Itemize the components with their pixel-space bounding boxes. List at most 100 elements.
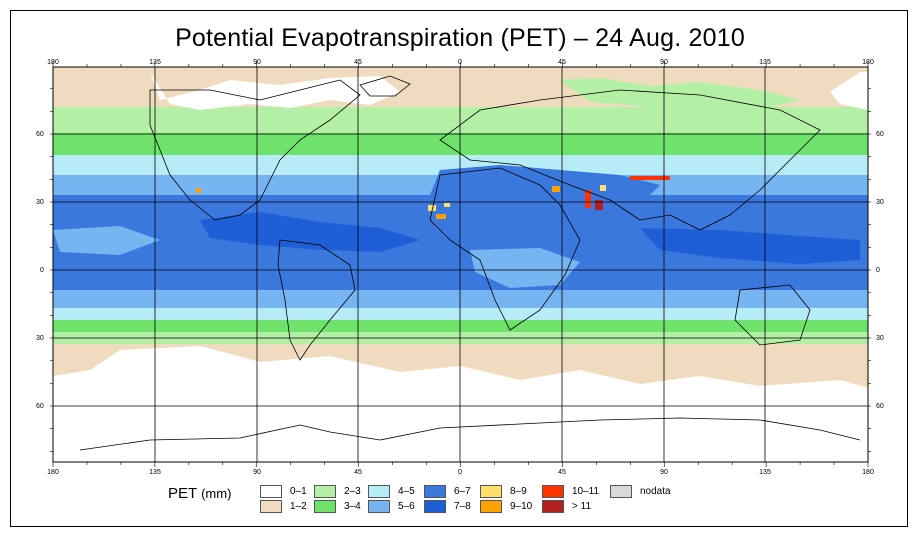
hotspot-mideast-4 [600, 185, 606, 191]
east-arctic-patch [830, 72, 868, 110]
lon-label-top: 135 [759, 59, 771, 66]
lon-label-bottom: 45 [558, 469, 566, 476]
pacific-strong-patch [640, 228, 860, 264]
central-africa-patch [470, 248, 580, 288]
lon-label-bottom: 135 [759, 469, 771, 476]
lat-labels-right: 60 30 0 30 60 [876, 131, 884, 410]
legend-label: 4–5 [398, 485, 415, 497]
legend-item: 0–1 [260, 484, 307, 498]
lon-labels-top: 180 135 90 45 0 45 90 135 180 [47, 59, 874, 66]
lon-label-bottom: 180 [47, 469, 59, 476]
hotspot-sahara-1 [428, 205, 436, 211]
legend-swatch [542, 499, 564, 513]
africa-outline [429, 167, 581, 331]
lat-label-right: 60 [876, 403, 884, 410]
legend-label: nodata [640, 485, 671, 497]
hotspot-sahara-2 [436, 214, 446, 219]
atlantic-strong-patch [200, 212, 420, 252]
lon-label-bottom: 45 [354, 469, 362, 476]
legend-item: 8–9 [480, 484, 527, 498]
legend-label: 0–1 [290, 485, 307, 497]
lon-label-top: 90 [253, 59, 261, 66]
map-title: Potential Evapotranspiration (PET) – 24 … [175, 24, 745, 52]
lon-labels-bottom: 180 135 90 45 0 45 90 135 180 [47, 469, 874, 476]
legend-swatch [368, 499, 390, 513]
lon-label-top: 90 [660, 59, 668, 66]
legend-swatch [260, 499, 282, 513]
legend-item: 6–7 [424, 484, 471, 498]
legend-label: 2–3 [344, 485, 361, 497]
lat-label-right: 30 [876, 335, 884, 342]
legend-swatch [542, 484, 564, 498]
legend-title-text: PET [168, 485, 197, 502]
legend-swatch [424, 484, 446, 498]
south-light-blue-band [53, 308, 868, 320]
lon-label-top: 45 [354, 59, 362, 66]
north-temperate-band [53, 107, 868, 133]
hotspot-mideast-3 [595, 200, 603, 210]
legend-swatch [610, 484, 632, 498]
lat-label-left: 60 [36, 131, 44, 138]
legend-swatch [314, 499, 336, 513]
lat-label-right: 60 [876, 131, 884, 138]
north-america-outline [149, 79, 361, 221]
minor-ticks [50, 62, 871, 467]
lat-label-left: 60 [36, 403, 44, 410]
legend-label: 9–10 [510, 500, 533, 512]
lat-label-left: 0 [40, 267, 44, 274]
west-pacific-patch [53, 226, 160, 255]
lon-label-bottom: 90 [660, 469, 668, 476]
legend-item: > 11 [542, 499, 591, 513]
lon-label-top: 135 [149, 59, 161, 66]
legend-label: 10–11 [572, 485, 600, 497]
legend-item: 2–3 [314, 484, 361, 498]
hotspot-central-asia [630, 176, 670, 180]
australia-outline [734, 284, 811, 346]
legend-label: 8–9 [510, 485, 527, 497]
lat-label-left: 30 [36, 199, 44, 206]
graticule [53, 67, 868, 462]
legend-label: 7–8 [454, 500, 471, 512]
lon-label-bottom: 90 [253, 469, 261, 476]
antarctic-band [53, 394, 868, 462]
hotspot-north-america [196, 188, 201, 193]
lon-label-top: 0 [458, 59, 462, 66]
lon-label-bottom: 135 [149, 469, 161, 476]
lon-label-top: 45 [558, 59, 566, 66]
north-green-band [53, 133, 868, 155]
legend-item: nodata [610, 484, 671, 498]
lon-label-bottom: 0 [458, 469, 462, 476]
legend-swatch [314, 484, 336, 498]
legend-item: 7–8 [424, 499, 471, 513]
arctic-cold-patch [150, 72, 400, 110]
legend-item: 9–10 [480, 499, 532, 513]
legend-swatch [424, 499, 446, 513]
hotspot-mideast-1 [552, 186, 560, 192]
legend-label: > 11 [572, 500, 591, 512]
antarctica-outline [79, 417, 861, 451]
legend-swatch [480, 499, 502, 513]
legend-swatch [368, 484, 390, 498]
legend-label: 5–6 [398, 500, 415, 512]
legend-label: 1–2 [290, 500, 307, 512]
siberia-patch [560, 78, 800, 112]
lat-label-right: 30 [876, 199, 884, 206]
lat-label-right: 0 [876, 267, 880, 274]
legend-item: 5–6 [368, 499, 415, 513]
lon-label-bottom: 180 [862, 469, 874, 476]
hotspot-mideast-2 [585, 190, 591, 208]
south-america-outline [277, 239, 356, 361]
lat-labels-left: 60 30 0 30 60 [36, 131, 44, 410]
lon-label-top: 180 [47, 59, 59, 66]
legend-label: 6–7 [454, 485, 471, 497]
legend-swatch [480, 484, 502, 498]
legend-unit: (mm) [201, 486, 232, 501]
legend-swatch [260, 484, 282, 498]
legend-title: PET (mm) [168, 485, 231, 502]
coastlines [79, 75, 861, 451]
greenland-outline [359, 75, 411, 97]
legend-item: 4–5 [368, 484, 415, 498]
legend-item: 10–11 [542, 484, 599, 498]
lat-label-left: 30 [36, 335, 44, 342]
